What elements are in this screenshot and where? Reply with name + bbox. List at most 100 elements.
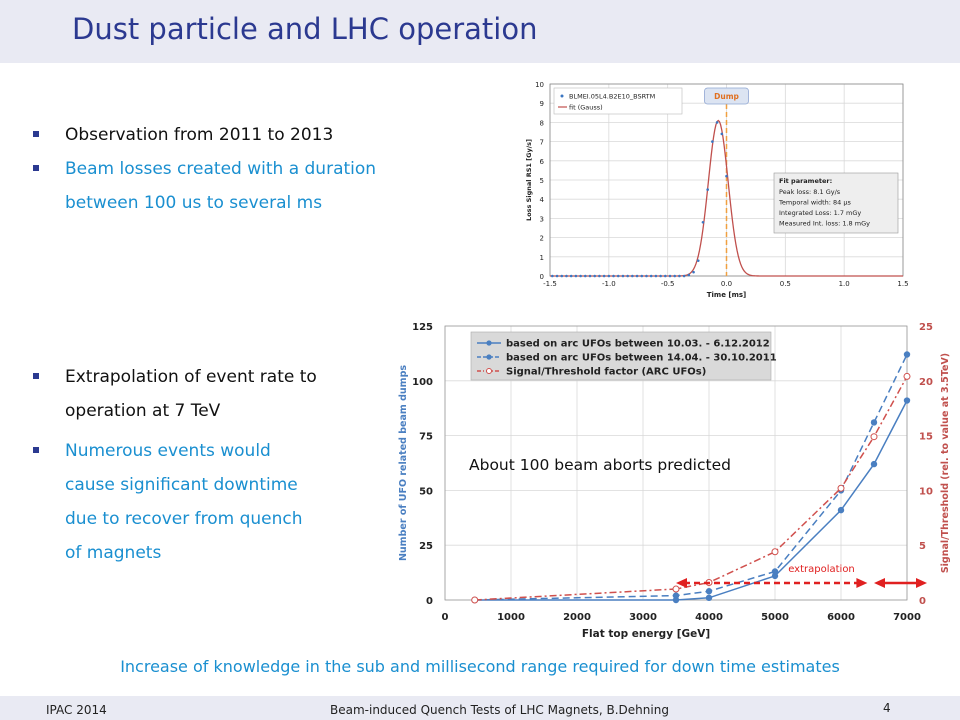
bullet-events-line3: due to recover from quench xyxy=(65,509,303,529)
chart1-xtick-label: -0.5 xyxy=(661,280,675,288)
chart1-xlabel: Time [ms] xyxy=(707,291,747,299)
chart2-xtick-label: 2000 xyxy=(563,612,591,623)
bullet-events-line2: cause significant downtime xyxy=(65,475,298,495)
chart1-data-point xyxy=(560,274,564,278)
chart1-data-point xyxy=(673,274,677,278)
chart1-data-point xyxy=(569,274,573,278)
footer-talk-title: Beam-induced Quench Tests of LHC Magnets… xyxy=(330,703,669,717)
chart2-xtick-label: 1000 xyxy=(497,612,525,623)
chart2-xtick-label: 4000 xyxy=(695,612,723,623)
chart1-ytick-label: 4 xyxy=(540,196,545,204)
chart1-ytick-label: 7 xyxy=(540,139,544,147)
chart2-data-point xyxy=(672,596,680,604)
chart1-data-point xyxy=(701,220,705,224)
chart1-ytick-label: 0 xyxy=(540,273,544,281)
chart2-data-point xyxy=(870,460,878,468)
chart2-y2label: Signal/Threshold (rel. to value at 3.5Te… xyxy=(940,353,951,573)
chart2-xlabel: Flat top energy [GeV] xyxy=(582,628,710,640)
chart1-fit-parameter-line: Peak loss: 8.1 Gy/s xyxy=(779,188,841,196)
chart2-data-point xyxy=(771,572,779,580)
chart2-data-point xyxy=(837,506,845,514)
chart2-data-point xyxy=(903,372,911,380)
chart1-data-point xyxy=(696,259,700,262)
chart2-y2tick-label: 15 xyxy=(919,432,933,443)
chart2-y2tick-label: 10 xyxy=(919,486,933,497)
chart1-legend-box xyxy=(553,87,683,115)
chart2-arrowhead-left xyxy=(676,578,687,588)
footer-conference: IPAC 2014 xyxy=(46,703,107,717)
bullet-events-line4: of magnets xyxy=(65,543,162,563)
chart2-legend-label: Signal/Threshold factor (ARC UFOs) xyxy=(506,367,706,378)
chart1-ytick-label: 8 xyxy=(540,119,544,127)
chart1-fit-parameter-line: Temporal width: 84 µs xyxy=(778,199,851,207)
bullets-bottom: Extrapolation of event rate to operation … xyxy=(30,360,317,570)
chart1-data-point xyxy=(626,274,629,278)
chart1-dump-box xyxy=(704,87,749,105)
chart1-legend-label: BLMEI.05L4.B2E10_BSRTM xyxy=(569,93,655,101)
chart1-fit-parameter-line: Integrated Loss: 1.7 mGy xyxy=(779,209,861,217)
chart1-data-point xyxy=(645,274,648,278)
chart1-data-point xyxy=(551,274,554,278)
chart1-data-point xyxy=(584,274,587,278)
chart1-legend-label: fit (Gauss) xyxy=(569,104,603,112)
chart1-ytick-label: 6 xyxy=(540,158,545,166)
chart1-xtick-label: -1.5 xyxy=(543,280,557,288)
chart1-data-point xyxy=(715,121,719,124)
bullet-extrapolation-line1: Extrapolation of event rate to xyxy=(65,367,317,387)
chart1-xtick-label: 0.0 xyxy=(721,280,732,288)
bullet-observation: Observation from 2011 to 2013 xyxy=(30,118,376,152)
chart2-data-point xyxy=(903,397,911,404)
chart2-data-point xyxy=(672,585,680,593)
chart1-xtick-label: 1.0 xyxy=(839,280,850,288)
chart2-data-point xyxy=(705,588,713,595)
chart2-data-point xyxy=(903,351,911,358)
title-band xyxy=(0,0,960,63)
chart1-ytick-label: 3 xyxy=(540,215,544,223)
chart2-data-point xyxy=(771,548,779,556)
ufo-dumps-chart: 0 25 50 75 100 125 0 5 10 15 20 25 0 1000 2000 3000 4000… xyxy=(398,322,951,640)
chart2-xtick-label: 7000 xyxy=(893,612,921,623)
chart2-ytick-label: 125 xyxy=(412,322,433,333)
chart1-legend-marker-points xyxy=(560,94,564,98)
bullet-numerous-events: Numerous events would cause significant d… xyxy=(30,434,317,570)
chart1-fit-parameter-line: Measured Int. loss: 1.8 mGy xyxy=(779,220,870,228)
chart2-annotation: About 100 beam aborts predicted xyxy=(469,456,731,474)
chart1-data-point xyxy=(588,274,592,278)
chart1-data-point xyxy=(579,274,582,278)
loss-signal-chart: 0 1 2 3 4 5 6 7 8 9 10 -1.5 -1.0 -0.5 0.0 0.5 1.0 1.5 Time… xyxy=(525,81,909,299)
chart1-xtick-label: 0.5 xyxy=(780,280,791,288)
chart2-data-point xyxy=(870,419,878,426)
chart2-ytick-label: 75 xyxy=(419,432,433,443)
chart2-data-point xyxy=(771,568,779,575)
chart1-ytick-label: 5 xyxy=(540,177,544,185)
page-number: 4 xyxy=(883,701,891,715)
chart1-data-point xyxy=(631,274,634,278)
chart2-y2tick-label: 0 xyxy=(919,596,926,607)
chart2-xtick-label: 0 xyxy=(442,612,449,623)
chart2-data-point xyxy=(672,592,680,599)
chart2-legend-label: based on arc UFOs between 10.03. - 6.12.… xyxy=(506,339,770,350)
chart2-arrowhead-right xyxy=(856,578,868,588)
bullets-top: Observation from 2011 to 2013 Beam losse… xyxy=(30,118,376,220)
chart1-ytick-label: 2 xyxy=(540,235,544,243)
chart1-data-point xyxy=(565,274,568,278)
chart1-data-point xyxy=(640,274,644,278)
chart1-data-point xyxy=(593,274,597,278)
chart1-data-point xyxy=(682,274,686,278)
chart1-fit-parameter-heading: Fit parameter: xyxy=(779,177,832,185)
bullet-beam-losses-line1: Beam losses created with a duration xyxy=(65,159,377,179)
chart1-data-point xyxy=(678,274,681,278)
chart2-xtick-label: 6000 xyxy=(827,612,855,623)
chart1-data-point xyxy=(598,274,601,278)
slide-title: Dust particle and LHC operation xyxy=(72,12,538,46)
chart1-ylabel: Loss Signal RS1 [Gy/s] xyxy=(525,139,533,221)
bullet-beam-losses-line2: between 100 us to several ms xyxy=(65,193,323,213)
chart1-data-point xyxy=(555,274,559,278)
bullet-extrapolation: Extrapolation of event rate to operation … xyxy=(30,360,317,428)
chart2-legend-marker xyxy=(486,340,492,346)
chart2-legend: based on arc UFOs between 10.03. - 6.12.… xyxy=(470,331,777,381)
chart1-data-point xyxy=(635,274,639,278)
chart2-y2tick-label: 5 xyxy=(919,541,926,552)
chart2-arrowhead-left-2 xyxy=(874,578,885,588)
chart1-ytick-label: 1 xyxy=(540,254,544,262)
